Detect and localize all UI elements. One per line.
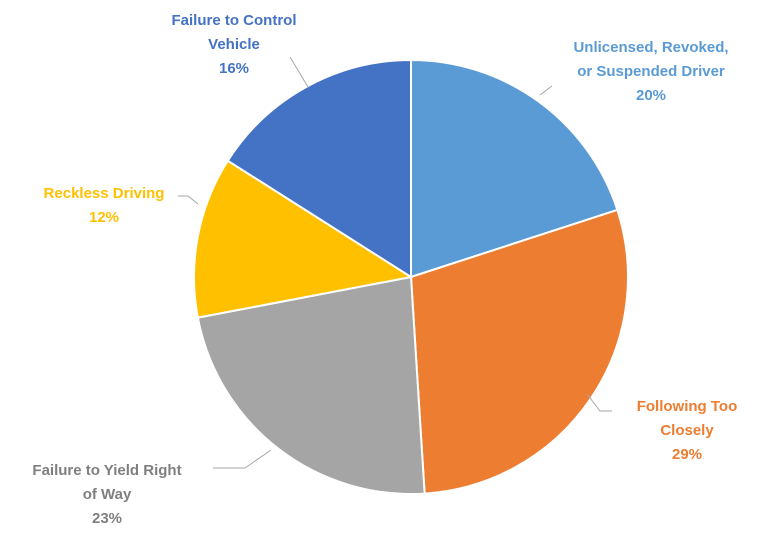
data-label-percent: 16% [219,60,249,77]
leader-line-5 [289,56,309,88]
leader-line-2 [586,393,612,412]
data-label-category-line: or Suspended Driver [577,63,725,80]
data-label-4: Reckless Driving 12% [44,185,165,226]
pie-slice-1 [410,59,619,278]
data-label-category-line: Failure to Yield Right [32,462,181,479]
pie-slice-4 [193,159,412,319]
data-label-percent: 20% [636,87,666,104]
data-label-percent: 12% [89,209,119,226]
data-label-3: Failure to Yield Right of Way 23% [32,462,181,527]
data-label-percent: 23% [92,510,122,527]
data-label-category-line: Unlicensed, Revoked, [573,39,728,56]
data-label-percent: 29% [672,446,702,463]
data-label-category-line: Following Too [637,398,738,415]
leader-line-4 [178,195,199,205]
data-label-category-line: of Way [83,486,132,503]
data-label-2: Following Too Closely 29% [637,398,738,463]
data-label-category-line: Closely [660,422,714,439]
data-label-category-line: Reckless Driving [44,185,165,202]
labels-layer: Unlicensed, Revoked, or Suspended Driver 2… [32,12,737,527]
leader-line-1 [539,85,553,96]
data-label-category-line: Vehicle [208,36,260,53]
data-label-5: Failure to Control Vehicle 16% [172,12,297,77]
data-label-1: Unlicensed, Revoked, or Suspended Driver 2… [573,39,728,104]
leader-lines-layer [178,56,612,469]
data-label-category-line: Failure to Control [172,12,297,29]
leader-line-3 [213,449,272,469]
pie-slice-3 [196,276,426,495]
pie-slice-5 [226,59,412,278]
slices-layer [193,59,629,495]
